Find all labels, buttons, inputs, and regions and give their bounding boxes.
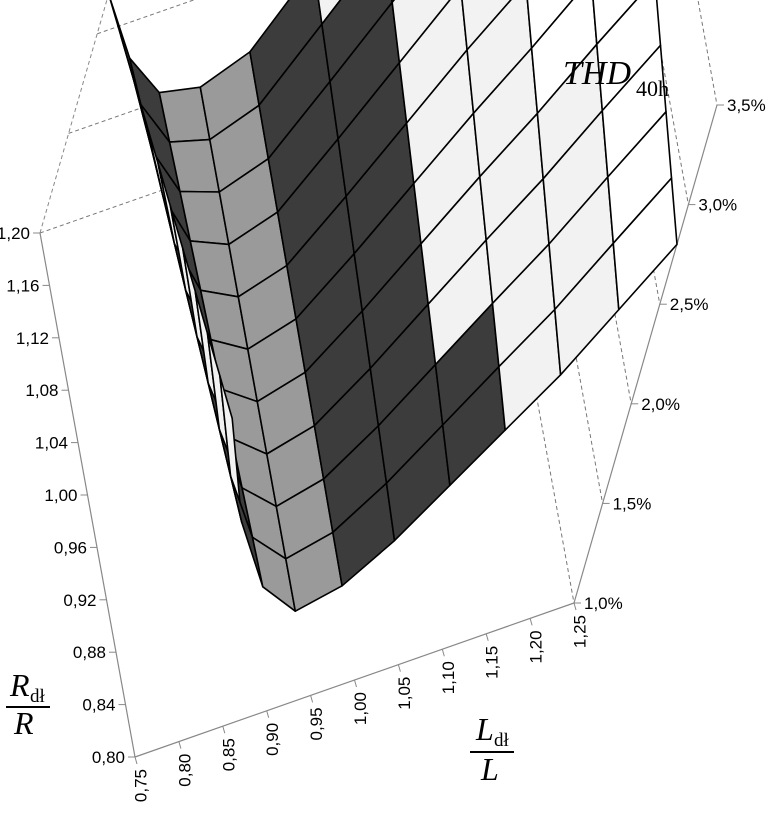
x-tick-mark (354, 679, 357, 688)
x-axis-title-sub: dł (494, 730, 510, 751)
x-axis-title: L dł L (470, 711, 514, 787)
grid-line-right (650, 0, 689, 205)
x-axis-title-num: L (475, 711, 494, 747)
x-axis-title-den: L (480, 751, 499, 787)
z-axis-line (573, 104, 718, 604)
x-tick-label: 1,10 (439, 661, 458, 694)
x-tick-label: 1,25 (571, 615, 590, 648)
y-tick-label: 1,12 (16, 329, 49, 348)
y-tick-label: 0,92 (63, 591, 96, 610)
x-tick-mark (134, 756, 138, 765)
z-tick-label: 3,5% (727, 96, 766, 115)
surface (109, 0, 678, 613)
x-tick-label: 1,00 (351, 692, 370, 725)
z-axis-title-sub: 40h (636, 76, 669, 101)
z-tick-label: 3,0% (698, 196, 737, 215)
grid-line-back (97, 0, 196, 35)
y-axis-title-den: R (13, 705, 34, 741)
y-axis-title: R dł R (6, 667, 50, 741)
z-axis-title: THD 40h (563, 55, 669, 101)
x-tick-label: 0,85 (219, 738, 238, 771)
x-tick-label: 0,75 (132, 769, 151, 802)
y-tick-label: 1,16 (6, 276, 39, 295)
x-tick-mark (266, 710, 270, 718)
z-tick-label: 1,0% (584, 594, 623, 613)
y-tick-label: 0,96 (54, 538, 87, 557)
grid-line-right (697, 0, 718, 106)
y-tick-label: 1,00 (44, 486, 77, 505)
x-tick-mark (529, 618, 533, 626)
z-tick-label: 2,5% (670, 295, 709, 314)
x-tick-mark (178, 741, 182, 749)
z-tick-label: 1,5% (613, 494, 652, 513)
x-tick-mark (573, 602, 577, 611)
x-tick-label: 1,05 (395, 677, 414, 710)
y-axis-title-num: R (9, 667, 30, 703)
x-tick-label: 0,95 (307, 707, 326, 740)
y-tick-label: 1,08 (25, 381, 58, 400)
z-axis-ticks: 1,0% 1,5% 2,0% 2,5% 3,0% 3,5% (574, 96, 766, 613)
y-tick-label: 0,80 (92, 748, 125, 767)
back-vertical-line (39, 0, 108, 234)
x-axis-ticks: 0,75 0,80 0,85 0,90 0,95 1,00 1,05 1,10 1,15 1,20… (132, 602, 590, 802)
x-tick-label: 1,20 (527, 630, 546, 663)
x-tick-mark (485, 633, 489, 641)
surface-cell (612, 177, 678, 311)
y-tick-label: 0,84 (82, 696, 115, 715)
x-tick-label: 1,15 (483, 646, 502, 679)
y-axis-title-sub: dł (30, 686, 46, 707)
y-tick-label: 1,04 (35, 434, 68, 453)
z-axis-title-main: THD (563, 55, 631, 92)
x-tick-mark (397, 664, 401, 672)
y-tick-label: 1,20 (0, 224, 30, 243)
x-tick-label: 0,80 (175, 754, 194, 787)
y-axis-ticks: 0,80 0,84 0,88 0,92 0,96 1,00 1,04 1,08 1,12 1,16… (0, 224, 135, 767)
x-tick-mark (441, 649, 445, 657)
x-tick-label: 0,90 (263, 723, 282, 756)
x-tick-mark (310, 695, 314, 703)
z-tick-label: 2,0% (641, 395, 680, 414)
y-tick-label: 0,88 (73, 643, 106, 662)
x-tick-mark (222, 726, 226, 734)
